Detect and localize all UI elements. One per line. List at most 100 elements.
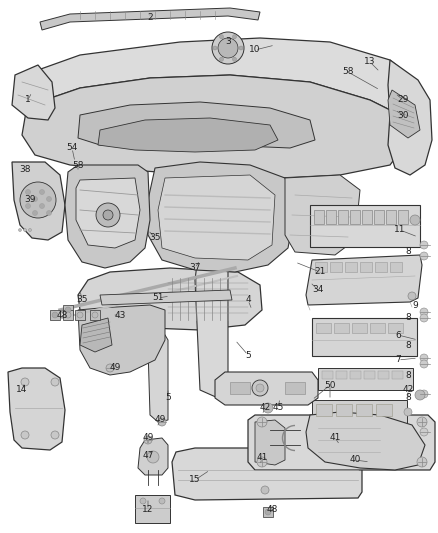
Circle shape: [256, 384, 264, 392]
Circle shape: [420, 360, 428, 368]
FancyBboxPatch shape: [336, 404, 352, 416]
FancyBboxPatch shape: [350, 210, 360, 224]
Text: 37: 37: [189, 263, 201, 272]
Polygon shape: [306, 412, 425, 470]
Text: 9: 9: [412, 301, 418, 310]
Circle shape: [257, 457, 267, 467]
FancyBboxPatch shape: [135, 495, 170, 523]
Circle shape: [265, 509, 271, 515]
Circle shape: [51, 431, 59, 439]
Circle shape: [408, 292, 416, 300]
FancyBboxPatch shape: [75, 310, 85, 320]
Circle shape: [158, 418, 166, 426]
Text: 12: 12: [142, 505, 154, 514]
Circle shape: [263, 403, 273, 413]
Polygon shape: [78, 305, 165, 375]
Circle shape: [46, 211, 52, 215]
FancyBboxPatch shape: [63, 305, 73, 315]
Text: 5: 5: [245, 351, 251, 359]
Circle shape: [46, 197, 52, 201]
Polygon shape: [195, 238, 228, 398]
Circle shape: [96, 203, 120, 227]
Circle shape: [420, 241, 428, 249]
FancyBboxPatch shape: [388, 323, 403, 333]
Text: 34: 34: [312, 286, 324, 295]
Text: 4: 4: [245, 295, 251, 304]
Circle shape: [25, 190, 31, 195]
Circle shape: [420, 252, 428, 260]
Text: 2: 2: [147, 13, 153, 22]
Text: 29: 29: [397, 95, 409, 104]
Text: 6: 6: [395, 330, 401, 340]
Text: 51: 51: [152, 294, 164, 303]
Circle shape: [39, 190, 45, 195]
Circle shape: [420, 390, 428, 398]
Circle shape: [52, 312, 58, 318]
FancyBboxPatch shape: [230, 382, 250, 394]
Polygon shape: [285, 175, 360, 255]
Text: 49: 49: [110, 364, 121, 373]
Circle shape: [420, 354, 428, 362]
Text: 42: 42: [259, 403, 271, 413]
Circle shape: [213, 46, 217, 50]
Text: 21: 21: [314, 268, 326, 277]
Polygon shape: [215, 372, 318, 405]
Text: 40: 40: [350, 456, 360, 464]
FancyBboxPatch shape: [312, 318, 417, 356]
Circle shape: [25, 204, 31, 208]
Text: 8: 8: [405, 370, 411, 379]
Text: 14: 14: [16, 385, 28, 394]
Polygon shape: [100, 290, 232, 305]
Circle shape: [21, 431, 29, 439]
FancyBboxPatch shape: [315, 262, 327, 272]
FancyBboxPatch shape: [322, 371, 333, 379]
Text: 8: 8: [405, 393, 411, 402]
Circle shape: [103, 210, 113, 220]
Circle shape: [257, 417, 267, 427]
Text: 48: 48: [266, 505, 278, 514]
FancyBboxPatch shape: [392, 371, 403, 379]
Circle shape: [218, 38, 238, 58]
FancyBboxPatch shape: [345, 262, 357, 272]
Text: 39: 39: [24, 196, 36, 205]
Polygon shape: [78, 268, 262, 330]
FancyBboxPatch shape: [386, 210, 396, 224]
Polygon shape: [306, 255, 422, 305]
FancyBboxPatch shape: [374, 210, 384, 224]
FancyBboxPatch shape: [50, 310, 60, 320]
FancyBboxPatch shape: [334, 323, 349, 333]
Text: 35: 35: [149, 233, 161, 243]
Text: 49: 49: [154, 416, 166, 424]
Circle shape: [233, 35, 237, 39]
FancyBboxPatch shape: [378, 371, 389, 379]
Circle shape: [65, 307, 71, 313]
Polygon shape: [388, 90, 420, 138]
FancyBboxPatch shape: [376, 404, 392, 416]
Circle shape: [147, 451, 159, 463]
Circle shape: [20, 182, 56, 218]
FancyBboxPatch shape: [310, 205, 420, 247]
Polygon shape: [388, 60, 432, 175]
FancyBboxPatch shape: [390, 262, 402, 272]
FancyBboxPatch shape: [398, 210, 408, 224]
FancyBboxPatch shape: [375, 262, 387, 272]
Text: 8: 8: [405, 341, 411, 350]
Text: 11: 11: [394, 225, 406, 235]
FancyBboxPatch shape: [285, 382, 305, 394]
FancyBboxPatch shape: [350, 371, 361, 379]
Polygon shape: [65, 165, 150, 268]
Text: 1: 1: [25, 95, 31, 104]
Text: 38: 38: [19, 166, 31, 174]
Polygon shape: [138, 438, 168, 475]
Polygon shape: [40, 8, 260, 30]
Text: 3: 3: [225, 37, 231, 46]
FancyBboxPatch shape: [330, 262, 342, 272]
Polygon shape: [76, 178, 140, 248]
Circle shape: [32, 211, 38, 215]
Circle shape: [140, 498, 146, 504]
Text: 48: 48: [57, 311, 68, 319]
Circle shape: [144, 436, 152, 444]
FancyBboxPatch shape: [364, 371, 375, 379]
Text: 30: 30: [397, 110, 409, 119]
Text: 42: 42: [403, 385, 413, 394]
